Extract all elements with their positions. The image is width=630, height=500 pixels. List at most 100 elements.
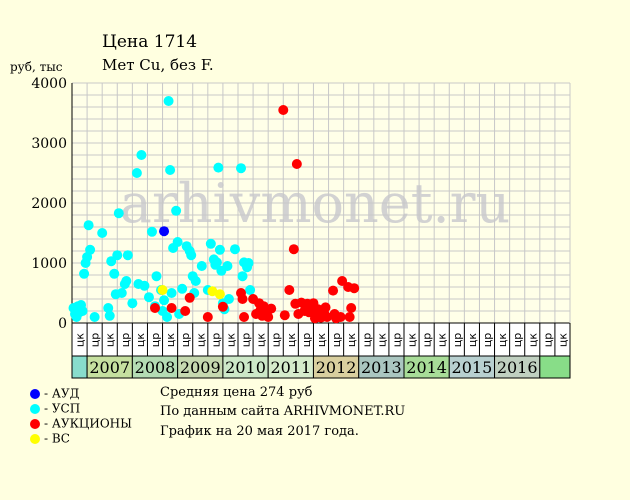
data-point — [344, 312, 355, 322]
half-year-label: цр — [541, 333, 554, 347]
half-year-label: цк — [466, 333, 479, 347]
data-point — [162, 312, 173, 322]
legend-marker — [30, 418, 40, 429]
data-point — [239, 312, 250, 322]
half-year-label: цк — [134, 333, 147, 347]
half-year-label: цр — [481, 333, 494, 347]
year-label: 2013 — [361, 358, 402, 377]
legend-item: - АУД — [30, 386, 80, 401]
data-point — [131, 168, 142, 178]
legend-item: - АУКЦИОНЫ — [30, 416, 132, 431]
data-point — [171, 205, 182, 216]
legend-item: - УСП — [30, 401, 80, 416]
data-point — [288, 244, 299, 255]
data-point — [166, 288, 177, 298]
data-point — [136, 150, 147, 160]
data-point — [165, 165, 176, 175]
data-point — [222, 261, 233, 271]
data-point — [89, 312, 100, 322]
half-year-label: цр — [330, 333, 343, 347]
data-point — [177, 283, 188, 294]
half-year-label: цк — [406, 333, 419, 347]
year-label: 2016 — [497, 358, 538, 377]
data-point — [214, 289, 225, 300]
half-year-label: цр — [300, 333, 313, 347]
legend-item: - ВС — [30, 431, 70, 446]
year-label: 2010 — [225, 358, 266, 377]
data-point — [104, 310, 115, 321]
data-point — [213, 162, 224, 173]
data-point — [159, 226, 170, 237]
half-year-label: цк — [315, 333, 328, 347]
year-label: 2008 — [135, 358, 176, 377]
data-point — [237, 271, 248, 282]
data-point — [284, 285, 295, 295]
year-label: 2007 — [89, 358, 130, 377]
half-year-label: цк — [375, 333, 388, 347]
data-point — [163, 96, 174, 106]
half-year-label: цк — [164, 333, 177, 347]
year-label: 2014 — [406, 358, 447, 377]
half-year-label: цк — [285, 333, 298, 347]
data-point — [291, 159, 302, 169]
note-date: График на 20 мая 2017 года. — [160, 424, 359, 439]
half-year-label: цк — [496, 333, 509, 347]
half-year-label: цк — [194, 333, 207, 347]
half-year-label: цк — [104, 333, 117, 347]
half-year-label: цр — [209, 333, 222, 347]
data-point — [278, 105, 289, 115]
half-year-label: цк — [345, 333, 358, 347]
data-point — [322, 312, 333, 322]
data-point — [205, 238, 216, 249]
data-point — [109, 268, 120, 279]
data-point — [146, 226, 157, 237]
half-year-label: цк — [556, 333, 569, 347]
data-point — [223, 294, 234, 304]
legend-marker — [30, 388, 40, 399]
half-year-label: цр — [511, 333, 524, 347]
data-point — [143, 292, 154, 303]
data-point — [77, 306, 88, 316]
data-point — [202, 312, 213, 322]
data-point — [85, 244, 96, 255]
data-point — [166, 303, 177, 313]
data-point — [122, 250, 133, 261]
data-point — [112, 250, 123, 261]
data-point — [83, 220, 94, 231]
year-label: 2011 — [270, 358, 311, 377]
data-point — [335, 312, 346, 322]
data-point — [236, 163, 247, 174]
data-point — [346, 303, 357, 313]
half-year-label: цк — [255, 333, 268, 347]
data-point — [237, 294, 248, 304]
data-point — [217, 301, 228, 312]
year-cell-end — [539, 355, 571, 379]
data-point — [349, 283, 360, 294]
year-label: 2009 — [180, 358, 221, 377]
y-tick-label: 2000 — [31, 196, 67, 212]
data-point — [127, 298, 138, 309]
data-point — [79, 268, 90, 279]
data-point — [266, 303, 277, 314]
data-point — [229, 244, 240, 255]
note-average-price: Средняя цена 274 руб — [160, 385, 313, 400]
data-point — [172, 237, 183, 247]
half-year-label: цр — [89, 333, 102, 347]
data-point — [190, 276, 201, 286]
data-point — [211, 257, 222, 268]
data-point — [245, 285, 256, 295]
data-point — [159, 295, 170, 306]
data-point — [97, 228, 108, 238]
data-point — [180, 306, 191, 316]
legend-label: - АУД — [44, 386, 80, 401]
data-point — [113, 208, 124, 219]
half-year-label: цр — [119, 333, 132, 347]
half-year-label: цр — [390, 333, 403, 347]
legend-marker — [30, 403, 40, 414]
year-label: 2015 — [452, 358, 493, 377]
half-year-label: цк — [436, 333, 449, 347]
data-point — [263, 312, 274, 322]
data-point — [116, 288, 127, 298]
legend-marker — [30, 433, 40, 444]
